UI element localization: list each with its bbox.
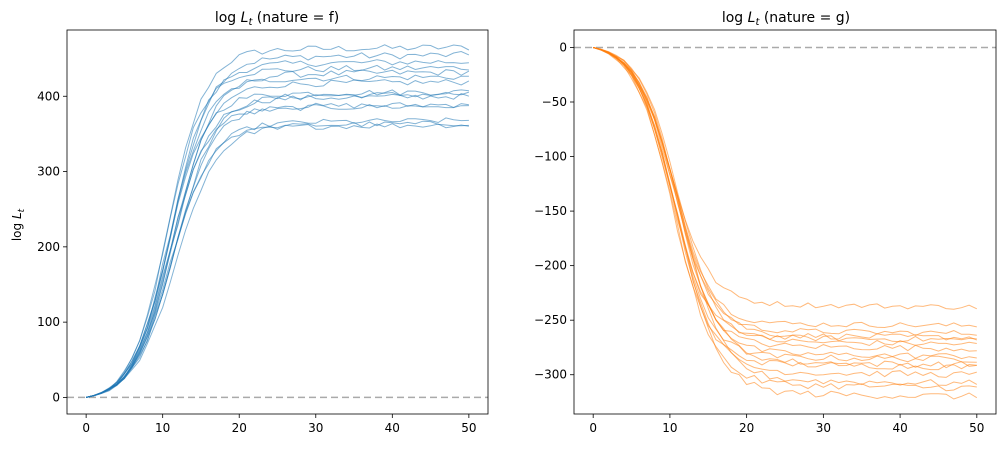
left-panel-y-axis-label: log Lt: [10, 208, 27, 241]
y-tick-label: 300: [37, 165, 60, 179]
series-line: [593, 47, 977, 378]
series-line: [593, 47, 977, 341]
left-panel-y-ticks: 0 100 200 300 400: [37, 89, 67, 404]
right-panel-x-ticks: 0 10 20 30 40 50: [589, 414, 984, 435]
right-panel: log Lt (nature = g) 0 10 20 30 40 50 0 −50 −100…: [534, 10, 997, 435]
y-tick-label: 0: [52, 390, 60, 404]
series-line: [85, 123, 469, 398]
x-tick-label: 0: [82, 421, 90, 435]
left-panel-title: log Lt (nature = f): [215, 10, 339, 28]
y-tick-label: −100: [534, 150, 567, 164]
right-panel-axes-frame: [573, 29, 997, 415]
x-tick-label: 30: [816, 421, 831, 435]
series-line: [85, 44, 470, 398]
y-tick-label: 400: [37, 89, 60, 103]
x-tick-label: 10: [662, 421, 677, 435]
x-tick-label: 20: [739, 421, 754, 435]
left-panel-axes-frame: [66, 29, 489, 415]
y-tick-label: 200: [37, 240, 60, 254]
right-panel-y-ticks: 0 −50 −100 −150 −200 −250 −300: [534, 40, 574, 382]
y-tick-label: −200: [534, 259, 567, 273]
series-line: [593, 47, 978, 400]
series-line: [85, 89, 469, 398]
right-panel-series-group: [593, 47, 978, 400]
x-tick-label: 40: [892, 421, 907, 435]
y-tick-label: 100: [37, 315, 60, 329]
y-tick-label: −300: [534, 368, 567, 382]
series-line: [85, 102, 469, 398]
series-line: [593, 47, 977, 329]
x-tick-label: 10: [155, 421, 170, 435]
series-line: [85, 64, 469, 398]
left-panel-series-group: [85, 44, 470, 398]
series-line: [593, 47, 977, 392]
series-line: [593, 47, 977, 336]
x-tick-label: 0: [589, 421, 597, 435]
left-panel-x-ticks: 0 10 20 30 40 50: [82, 414, 477, 435]
x-tick-label: 50: [461, 421, 476, 435]
series-line: [85, 93, 470, 398]
x-tick-label: 20: [232, 421, 247, 435]
series-line: [85, 103, 469, 398]
x-tick-label: 50: [969, 421, 984, 435]
y-tick-label: 0: [559, 40, 567, 54]
series-line: [85, 120, 469, 398]
y-tick-label: −150: [534, 204, 567, 218]
y-tick-label: −50: [542, 95, 567, 109]
x-tick-label: 30: [308, 421, 323, 435]
y-tick-label: −250: [534, 313, 567, 327]
left-panel: log Lt (nature = f) log Lt 0 10 20 30 40 50 0…: [10, 10, 489, 435]
x-tick-label: 40: [385, 421, 400, 435]
right-panel-title: log Lt (nature = g): [722, 10, 850, 28]
